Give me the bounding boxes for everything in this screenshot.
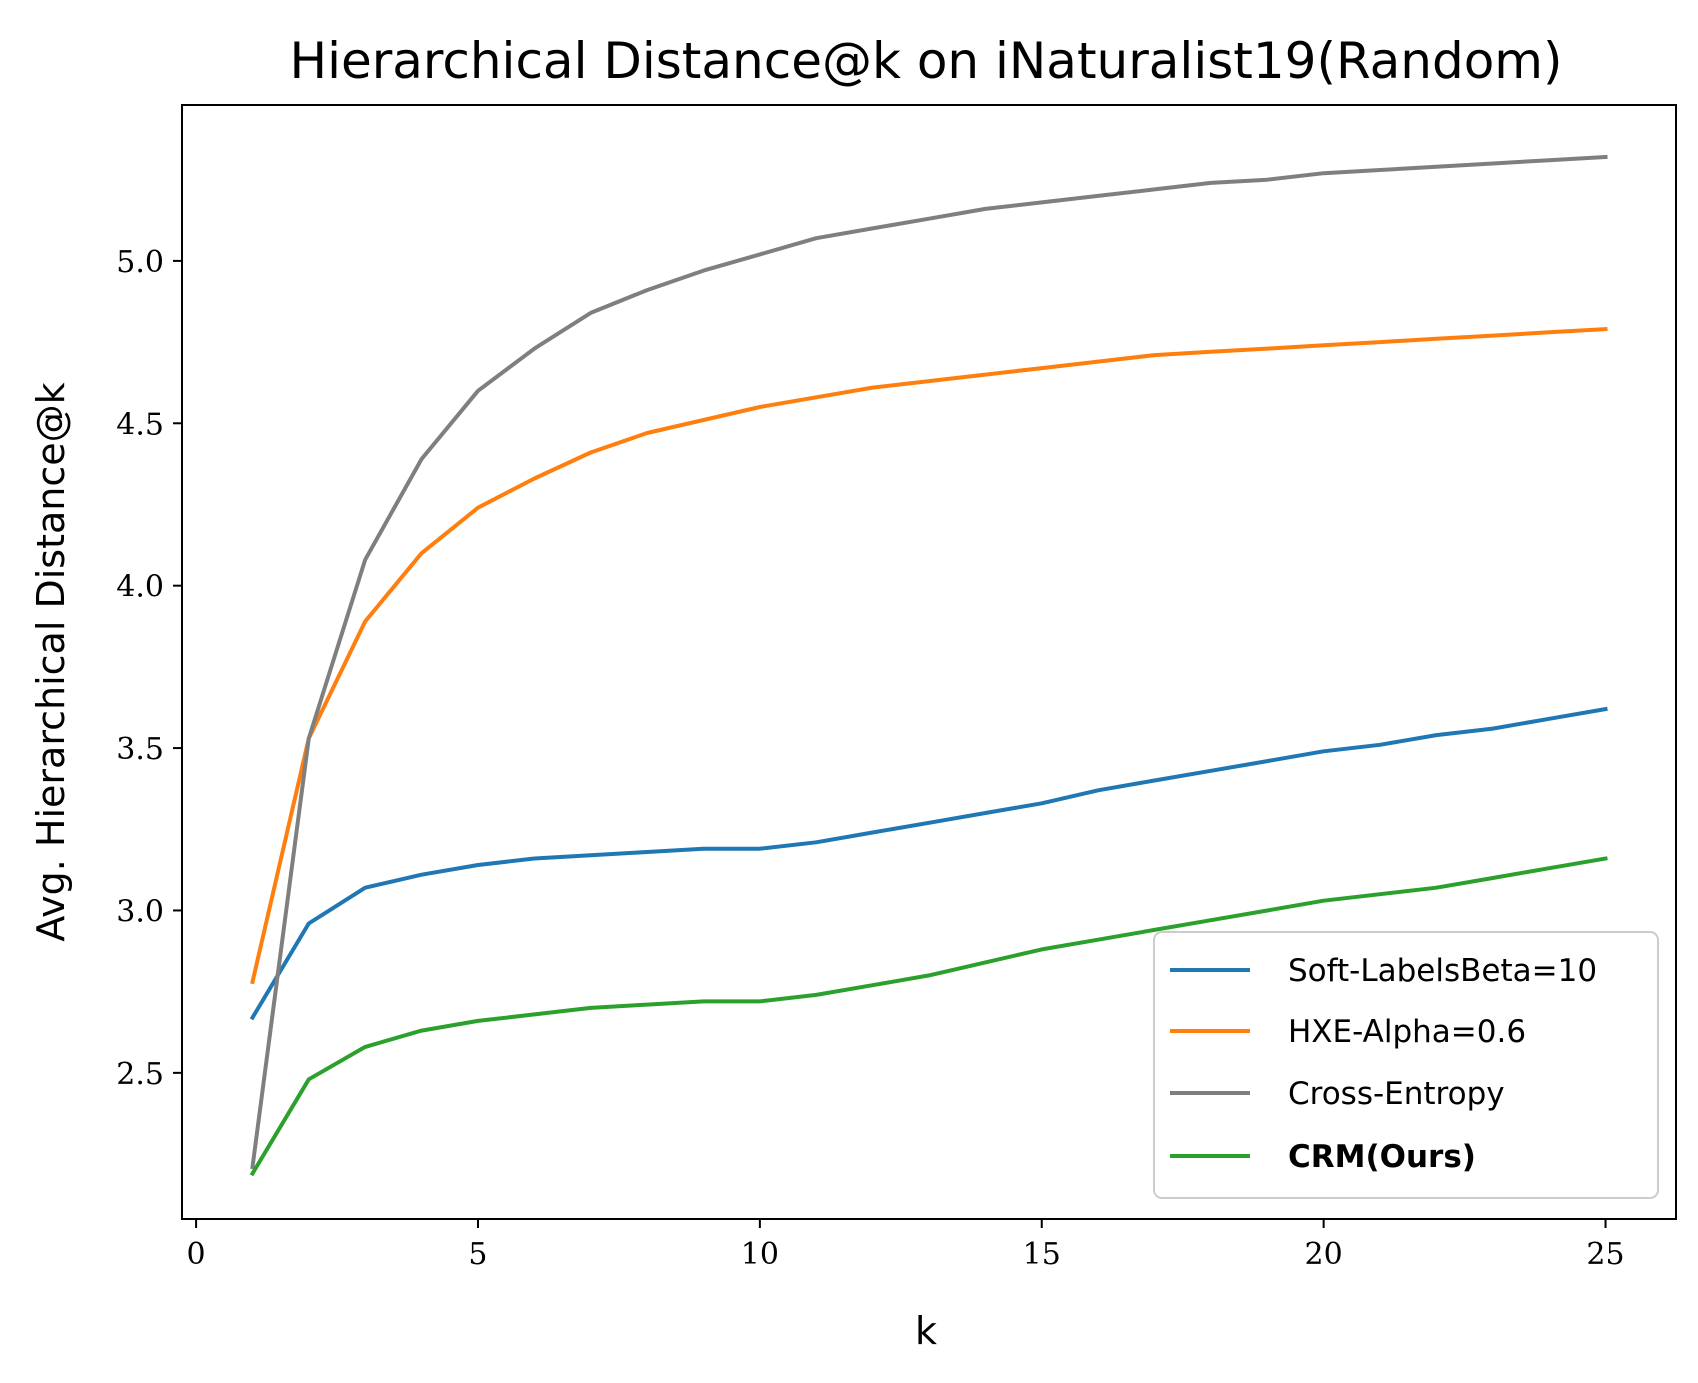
series-line-cross-entropy <box>250 154 1608 1170</box>
y-tick-label: 5.0 <box>116 245 164 280</box>
legend-box <box>1153 931 1659 1199</box>
y-tick-label: 4.5 <box>116 407 164 442</box>
x-tick-label: 5 <box>468 1237 487 1272</box>
legend-label: Soft-LabelsBeta=10 <box>1288 953 1597 989</box>
x-tick-label: 10 <box>741 1237 779 1272</box>
y-tick-label: 2.5 <box>116 1057 164 1092</box>
y-tick-label: 3.0 <box>116 894 164 929</box>
legend-item: HXE-Alpha=0.6 <box>1170 1014 1526 1050</box>
y-axis: 2.5 3.0 3.5 4.0 4.5 5.0 <box>116 245 182 1092</box>
x-tick-label: 20 <box>1305 1237 1343 1272</box>
legend-item: Soft-LabelsBeta=10 <box>1170 953 1597 989</box>
plot-area <box>249 154 1608 1177</box>
legend-label: HXE-Alpha=0.6 <box>1288 1014 1526 1050</box>
legend-label: Cross-Entropy <box>1288 1076 1505 1112</box>
y-tick-label: 3.5 <box>116 732 164 767</box>
y-axis-label: Avg. Hierarchical Distance@k <box>29 382 73 941</box>
series-line-crm-ours <box>249 856 1608 1177</box>
series-line-hxe-alpha-0-6 <box>250 326 1608 985</box>
plot-frame <box>181 104 1677 1220</box>
y-tick-label: 4.0 <box>116 570 164 605</box>
series-line-soft-labelsbeta-10 <box>249 706 1608 1021</box>
x-tick-label: 25 <box>1586 1237 1624 1272</box>
legend-item: Cross-Entropy <box>1170 1076 1505 1112</box>
x-axis-label: k <box>915 1309 937 1353</box>
legend-label: CRM(Ours) <box>1288 1139 1476 1175</box>
legend: Soft-LabelsBeta=10 HXE-Alpha=0.6 Cross-Ent… <box>1153 931 1659 1199</box>
chart-title: Hierarchical Distance@k on iNaturalist19… <box>289 32 1562 90</box>
x-axis: 0 5 10 15 20 25 <box>187 1219 1625 1272</box>
x-tick-label: 0 <box>187 1237 206 1272</box>
x-tick-label: 15 <box>1023 1237 1061 1272</box>
legend-item: CRM(Ours) <box>1170 1139 1476 1175</box>
